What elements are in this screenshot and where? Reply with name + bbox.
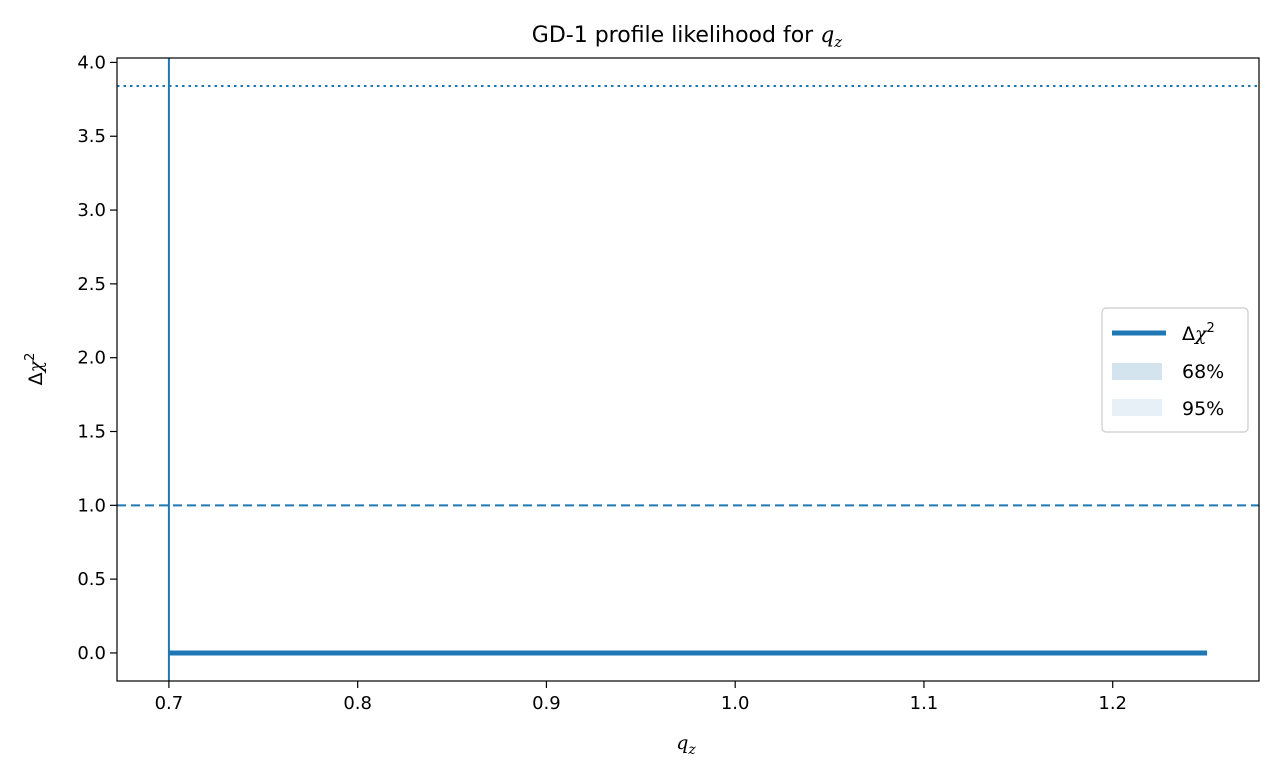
- y-axis-label-superscript: 2: [23, 353, 38, 361]
- chart-title-prefix: GD-1 profile likelihood for: [532, 23, 820, 48]
- legend-label-68: 68%: [1182, 361, 1224, 383]
- legend-label-prefix: Δ: [1182, 323, 1195, 345]
- x-tick-label: 1.2: [1098, 693, 1127, 714]
- x-tick-label: 0.9: [532, 693, 561, 714]
- y-axis-label: Δχ2: [23, 353, 47, 386]
- y-tick-label: 3.0: [77, 200, 106, 221]
- y-tick-label: 0.0: [77, 643, 106, 664]
- legend-label-symbol: χ: [1193, 323, 1208, 345]
- legend-patch-68: [1112, 363, 1162, 380]
- y-tick-label: 0.5: [77, 569, 106, 590]
- y-tick-label: 3.5: [77, 126, 106, 147]
- y-axis-label-symbol: χ: [25, 359, 47, 374]
- legend: Δχ2 68% 95%: [1101, 307, 1249, 433]
- y-tick-label: 1.0: [77, 495, 106, 516]
- chart-title-subscript: z: [833, 33, 842, 51]
- x-tick-label: 1.0: [721, 693, 750, 714]
- x-tick-label: 1.1: [910, 693, 939, 714]
- reference-lines: [117, 58, 1259, 681]
- legend-label-95: 95%: [1182, 398, 1224, 420]
- x-tick-label: 0.8: [343, 693, 372, 714]
- chart-title-symbol: q: [820, 23, 834, 48]
- y-axis-label-prefix: Δ: [25, 372, 47, 385]
- y-tick-label: 1.5: [77, 422, 106, 443]
- x-axis-label-symbol: q: [676, 732, 688, 754]
- y-tick-label: 2.5: [77, 274, 106, 295]
- legend-patch-95: [1112, 399, 1162, 416]
- x-axis-label: qz: [676, 732, 696, 758]
- x-axis-label-subscript: z: [687, 742, 696, 758]
- plot-frame: [116, 57, 1260, 682]
- x-tick-label: 0.7: [155, 693, 184, 714]
- legend-label-delta-chi2: Δχ2: [1182, 321, 1215, 345]
- chart-title: GD-1 profile likelihood for qz: [532, 23, 843, 51]
- y-tick-label: 2.0: [77, 348, 106, 369]
- x-axis-ticks: 0.7 0.8 0.9 1.0 1.1 1.2: [155, 681, 1127, 714]
- y-tick-label: 4.0: [77, 52, 106, 73]
- y-axis-ticks: 0.0 0.5 1.0 1.5 2.0 2.5 3.0 3.5 4.0: [77, 52, 117, 664]
- legend-label-sup: 2: [1207, 321, 1215, 336]
